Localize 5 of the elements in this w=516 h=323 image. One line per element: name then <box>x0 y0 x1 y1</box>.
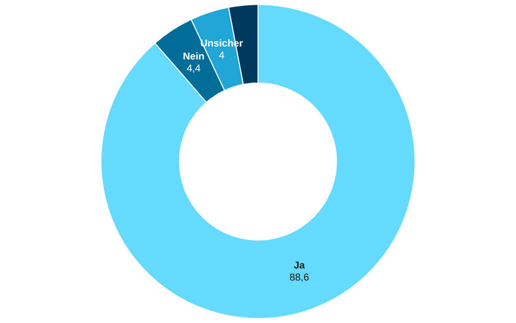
slice-label: Nein <box>182 52 204 63</box>
slice-label: Ja <box>294 260 306 272</box>
data-label: 4,4 <box>186 64 202 75</box>
data-label: 4 <box>218 50 225 62</box>
data-label: 88,6 <box>290 272 310 284</box>
